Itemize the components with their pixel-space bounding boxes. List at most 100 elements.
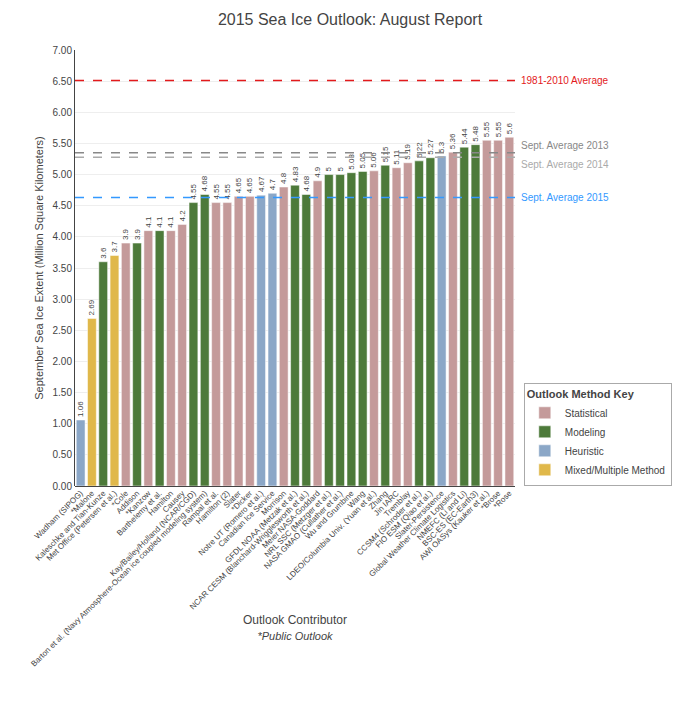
svg-text:Morrison: Morrison <box>260 489 288 517</box>
svg-text:3.7: 3.7 <box>110 241 119 253</box>
svg-text:Causey: Causey <box>161 489 187 515</box>
svg-text:Hamilton: Hamilton <box>146 489 175 518</box>
svg-text:7.00: 7.00 <box>53 45 73 56</box>
svg-text:5: 5 <box>336 167 345 172</box>
svg-text:5.22: 5.22 <box>415 142 424 158</box>
svg-text:5.27: 5.27 <box>426 139 435 155</box>
svg-text:5.05: 5.05 <box>358 152 367 168</box>
svg-text:5.06: 5.06 <box>369 152 378 168</box>
svg-text:Canadian Ice Service: Canadian Ice Service <box>217 488 278 549</box>
svg-text:LDEO/Columbia Univ. (Yuan et a: LDEO/Columbia Univ. (Yuan et al.) <box>285 489 379 583</box>
svg-text:Wu and Grumbine: Wu and Grumbine <box>303 488 356 541</box>
svg-text:4.1: 4.1 <box>166 216 175 228</box>
svg-text:1.00: 1.00 <box>53 418 73 429</box>
svg-text:5.15: 5.15 <box>381 146 390 162</box>
svg-text:September Sea Ice Extent (Mill: September Sea Ice Extent (Million Square… <box>33 136 45 400</box>
svg-text:5.44: 5.44 <box>460 128 469 144</box>
svg-text:4.55: 4.55 <box>189 183 198 199</box>
svg-text:4.55: 4.55 <box>223 183 232 199</box>
svg-text:Notre UT (Romero et al.): Notre UT (Romero et al.) <box>197 489 266 558</box>
svg-text:2015 Sea Ice Outlook: August R: 2015 Sea Ice Outlook: August Report <box>218 11 483 28</box>
svg-text:Met Office (Petersen et al.): Met Office (Petersen et al.) <box>45 489 119 563</box>
svg-text:4.2: 4.2 <box>178 210 187 222</box>
svg-text:NRL SSC (Metzger et al.): NRL SSC (Metzger et al.) <box>263 489 334 560</box>
svg-text:Tremblay: Tremblay <box>382 489 412 519</box>
svg-text:4.1: 4.1 <box>155 216 164 228</box>
svg-text:4.1: 4.1 <box>144 216 153 228</box>
svg-text:3.9: 3.9 <box>133 228 142 240</box>
svg-text:4.7: 4.7 <box>268 179 277 191</box>
svg-text:4.83: 4.83 <box>291 166 300 182</box>
svg-text:Slater: Slater <box>222 489 243 510</box>
svg-text:Slater-Persistence: Slater-Persistence <box>393 488 446 541</box>
svg-text:2.69: 2.69 <box>87 299 96 315</box>
svg-text:AWI OASys (Kauker et al.): AWI OASys (Kauker et al.) <box>418 489 491 562</box>
svg-text:*Malone: *Malone <box>69 488 97 516</box>
svg-text:5.6: 5.6 <box>505 123 514 135</box>
svg-text:4.00: 4.00 <box>53 231 73 242</box>
svg-text:5.11: 5.11 <box>392 149 401 165</box>
svg-text:3.9: 3.9 <box>121 228 130 240</box>
svg-text:4.9: 4.9 <box>313 166 322 178</box>
svg-text:*Brose: *Brose <box>479 488 503 512</box>
svg-text:*Dicker: *Dicker <box>230 489 255 514</box>
svg-text:5.19: 5.19 <box>403 144 412 160</box>
svg-text:2.00: 2.00 <box>53 356 73 367</box>
svg-text:0.50: 0.50 <box>53 449 73 460</box>
svg-text:Meier NASA-Goddard: Meier NASA-Goddard <box>260 489 321 550</box>
svg-text:4.68: 4.68 <box>200 175 209 191</box>
svg-text:5.55: 5.55 <box>482 121 491 137</box>
svg-text:Barthelemy et al.: Barthelemy et al. <box>115 489 164 538</box>
svg-text:Outlook Method Key: Outlook Method Key <box>527 388 635 400</box>
svg-text:Addison: Addison <box>114 489 141 516</box>
svg-text:5.50: 5.50 <box>53 138 73 149</box>
svg-text:GFDL NOAA (Metzak et al.): GFDL NOAA (Metzak et al.) <box>223 489 299 565</box>
svg-text:5.00: 5.00 <box>53 169 73 180</box>
svg-text:Rampal et al.: Rampal et al. <box>181 489 221 529</box>
svg-text:Jin IARC: Jin IARC <box>372 489 401 518</box>
svg-text:3.50: 3.50 <box>53 263 73 274</box>
svg-text:Outlook Contributor*Public Out: Outlook Contributor*Public Outlook <box>243 613 347 642</box>
svg-text:3.6: 3.6 <box>99 247 108 259</box>
svg-text:5.48: 5.48 <box>471 126 480 142</box>
svg-text:Sept. Average 2015: Sept. Average 2015 <box>521 192 609 203</box>
svg-text:Kaleschke and Tian-Kunze: Kaleschke and Tian-Kunze <box>34 488 108 562</box>
svg-text:5: 5 <box>324 167 333 172</box>
svg-text:CCSM4 (Schroder et al.): CCSM4 (Schroder et al.) <box>355 489 424 558</box>
svg-text:4.68: 4.68 <box>302 175 311 191</box>
svg-text:6.50: 6.50 <box>53 76 73 87</box>
svg-text:Barton et al. (Navy Atmosphere: Barton et al. (Navy Atmosphere-Ocean ice… <box>29 489 209 669</box>
svg-text:Wang: Wang <box>346 489 367 510</box>
svg-text:NMEFC (Li and Li): NMEFC (Li and Li) <box>415 489 468 542</box>
svg-text:4.55: 4.55 <box>212 183 221 199</box>
svg-text:Global Weather Climate Logisti: Global Weather Climate Logistics <box>367 489 457 579</box>
svg-text:1981-2010 Average: 1981-2010 Average <box>521 75 609 86</box>
svg-text:Wadham (SIPOG): Wadham (SIPOG) <box>33 489 85 541</box>
svg-text:4.65: 4.65 <box>245 177 254 193</box>
svg-text:BSC-ES (EC-Earth3): BSC-ES (EC-Earth3) <box>421 489 480 548</box>
svg-text:4.8: 4.8 <box>279 172 288 184</box>
svg-text:1.06: 1.06 <box>76 401 85 417</box>
svg-text:*Cole: *Cole <box>110 488 131 509</box>
svg-text:Hamilton (2): Hamilton (2) <box>194 489 231 526</box>
svg-text:FIO ESM (Qiao et al.): FIO ESM (Qiao et al.) <box>374 489 435 550</box>
svg-text:Mixed/Multiple Method: Mixed/Multiple Method <box>565 465 665 476</box>
svg-text:5.36: 5.36 <box>448 133 457 149</box>
svg-text:5.3: 5.3 <box>437 141 446 153</box>
svg-text:Modeling: Modeling <box>565 427 606 438</box>
svg-text:3.00: 3.00 <box>53 294 73 305</box>
svg-text:Sept. Average 2013: Sept. Average 2013 <box>521 140 609 151</box>
svg-text:2.50: 2.50 <box>53 325 73 336</box>
svg-text:5.55: 5.55 <box>494 121 503 137</box>
svg-text:4.65: 4.65 <box>234 177 243 193</box>
svg-text:Zhang: Zhang <box>367 489 389 511</box>
svg-text:Kay/Bailey/Holland (NCAR/CGD): Kay/Bailey/Holland (NCAR/CGD) <box>108 489 198 579</box>
svg-text:NCAR CESM (Blanchard-Wrigglesw: NCAR CESM (Blanchard-Wrigglesworth et al… <box>188 489 311 612</box>
svg-text:Heuristic: Heuristic <box>565 446 604 457</box>
svg-text:Sept. Average 2014: Sept. Average 2014 <box>521 159 609 170</box>
svg-text:*Kanzow: *Kanzow <box>124 489 153 518</box>
svg-text:*Rose: *Rose <box>492 488 514 510</box>
svg-text:4.67: 4.67 <box>257 176 266 192</box>
svg-text:1.50: 1.50 <box>53 387 73 398</box>
svg-text:NASA GMAO (Cullather et al.): NASA GMAO (Cullather et al.) <box>262 489 344 571</box>
